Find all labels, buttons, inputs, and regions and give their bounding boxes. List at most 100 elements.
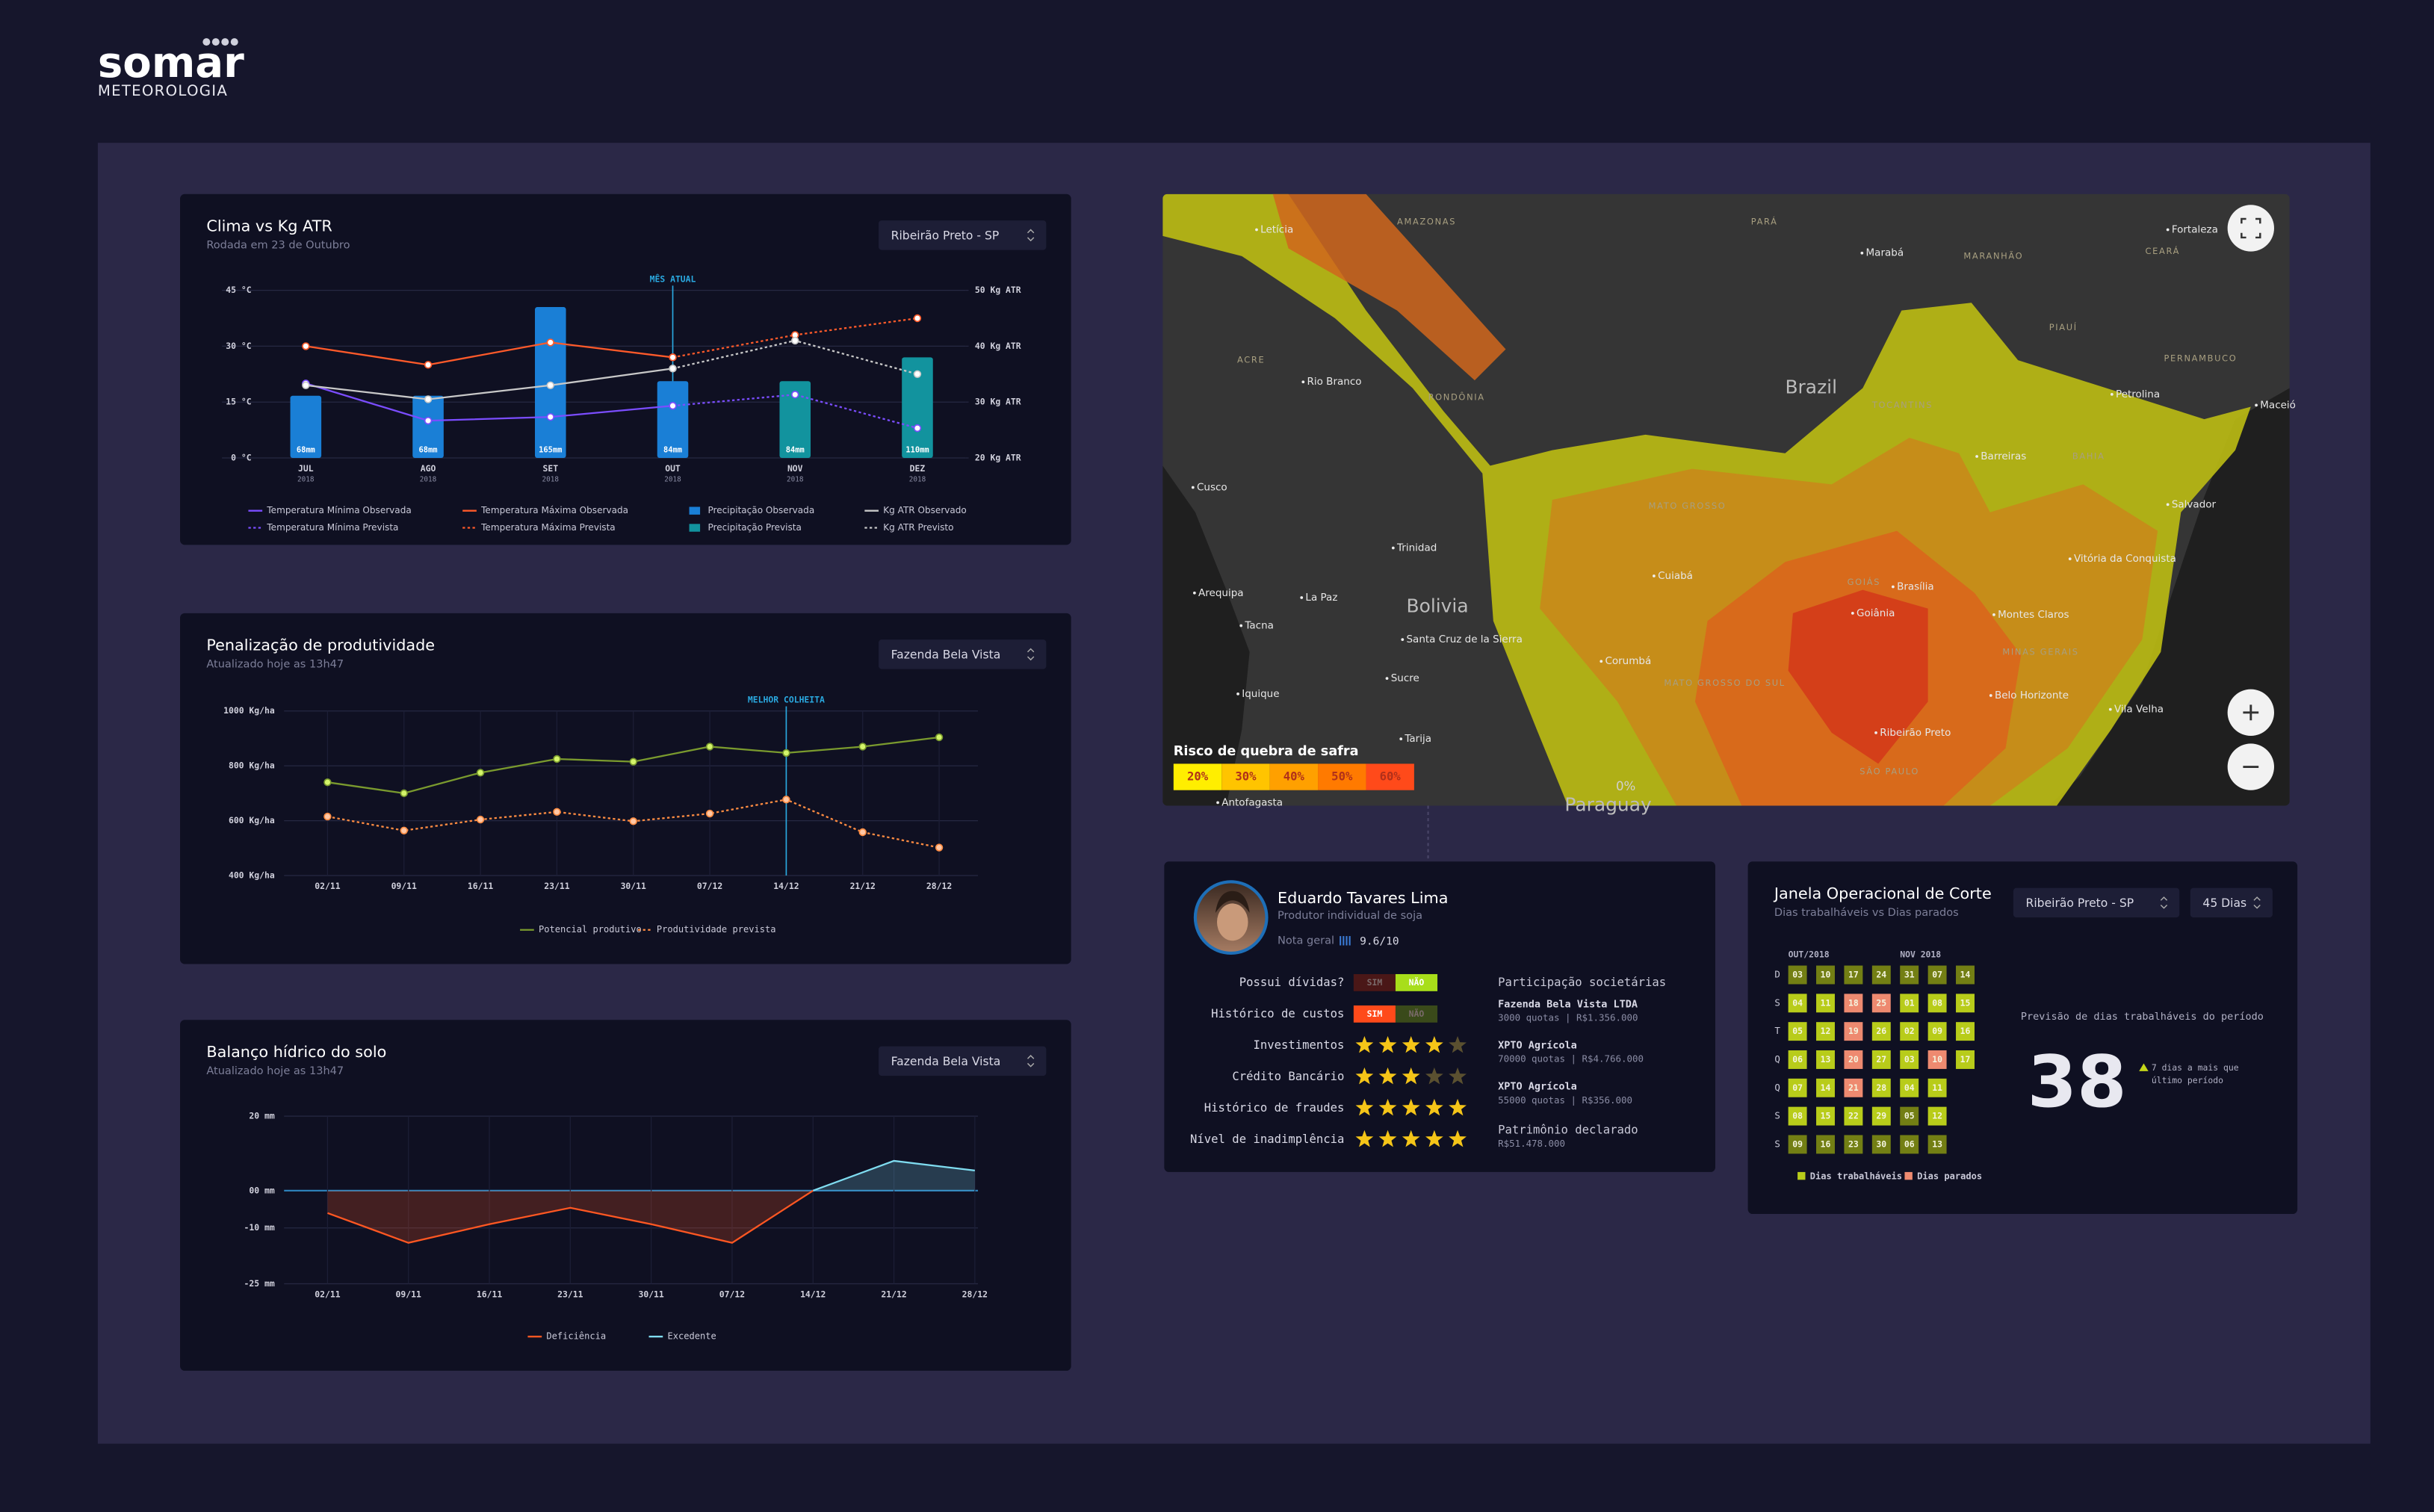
participation-detail: 55000 quotas | R$356.000 bbox=[1498, 1094, 1632, 1106]
map-label: Fortaleza bbox=[2172, 224, 2218, 236]
day-cell bbox=[1900, 1135, 1919, 1154]
x-tick-label: 02/11 bbox=[315, 1289, 340, 1300]
toggle-label: NÃO bbox=[1409, 1008, 1425, 1019]
day-cell bbox=[1871, 965, 1891, 985]
map-legend-label: 60% bbox=[1380, 770, 1402, 784]
x-tick-label: 28/12 bbox=[926, 881, 952, 891]
map-label: MATO GROSSO DO SUL bbox=[1664, 678, 1785, 688]
toggle-option[interactable] bbox=[1353, 973, 1396, 991]
y-tick-label: -25 mm bbox=[244, 1278, 275, 1289]
profile-item-label: Histórico de fraudes bbox=[1204, 1101, 1345, 1115]
risk-zone bbox=[1788, 589, 1928, 764]
card bbox=[180, 193, 1071, 545]
city-dot bbox=[2068, 557, 2072, 560]
day-cell bbox=[1871, 1135, 1891, 1154]
map-legend-label: 20% bbox=[1187, 770, 1209, 784]
map-label: Bolivia bbox=[1406, 595, 1468, 617]
day-label: 21 bbox=[1848, 1082, 1859, 1093]
x-tick-label: 21/12 bbox=[881, 1289, 906, 1300]
map-label: Petrolina bbox=[2116, 388, 2160, 400]
city-dot bbox=[2166, 503, 2170, 506]
select[interactable] bbox=[879, 220, 1047, 250]
day-cell bbox=[1816, 1022, 1835, 1041]
map-legend-label: 40% bbox=[1283, 770, 1305, 784]
select[interactable] bbox=[2190, 887, 2273, 918]
toggle-option[interactable] bbox=[1395, 973, 1438, 991]
legend-label: Deficiência bbox=[546, 1331, 606, 1342]
fullscreen-button[interactable] bbox=[2227, 205, 2274, 252]
day-cell bbox=[1844, 1022, 1863, 1041]
map-label: Belo Horizonte bbox=[1995, 690, 2069, 701]
toggle-option[interactable] bbox=[1353, 1005, 1396, 1023]
day-label: 03 bbox=[1904, 1054, 1915, 1065]
day-label: 31 bbox=[1904, 970, 1915, 980]
city-dot bbox=[1385, 677, 1389, 680]
logo-dot bbox=[230, 38, 238, 46]
point bbox=[323, 778, 332, 787]
legend-label: Temperatura Máxima Prevista bbox=[480, 522, 616, 533]
bar-label: 68mm bbox=[419, 446, 438, 455]
x-tick-sublabel: 2018 bbox=[420, 476, 437, 484]
x-tick-label: 21/12 bbox=[850, 881, 876, 891]
legend-swatch bbox=[689, 524, 701, 532]
weekday-label: T bbox=[1774, 1025, 1780, 1036]
map-label: Santa Cruz de la Sierra bbox=[1406, 633, 1522, 645]
bar bbox=[290, 395, 322, 459]
x-tick-label: SET bbox=[542, 463, 558, 474]
annotation: MÊS ATUAL bbox=[650, 273, 696, 285]
city-dot bbox=[1992, 613, 1995, 616]
point bbox=[546, 338, 554, 347]
city-dot bbox=[1851, 611, 1854, 615]
select[interactable] bbox=[879, 639, 1047, 669]
star bbox=[1425, 1098, 1443, 1116]
weekday-label: D bbox=[1774, 969, 1780, 980]
card-subtitle: Atualizado hoje as 13h47 bbox=[206, 658, 344, 670]
avatar-face bbox=[1217, 903, 1248, 941]
day-label: 15 bbox=[1960, 997, 1971, 1008]
weekday-label: S bbox=[1774, 1138, 1780, 1149]
x-tick-label: NOV bbox=[787, 463, 803, 474]
day-label: 07 bbox=[1932, 970, 1942, 980]
star bbox=[1355, 1098, 1374, 1116]
map-label: PARÁ bbox=[1751, 216, 1778, 227]
star bbox=[1355, 1130, 1374, 1147]
card-title: Penalização de produtividade bbox=[206, 636, 435, 654]
select[interactable] bbox=[879, 1046, 1047, 1076]
bar-label: 84mm bbox=[663, 446, 682, 455]
select-text: Fazenda Bela Vista bbox=[891, 1055, 1001, 1068]
city-dot bbox=[1892, 585, 1895, 589]
profile-name: Eduardo Tavares Lima bbox=[1278, 889, 1448, 907]
day-label: 16 bbox=[1821, 1138, 1831, 1149]
bar-label: 165mm bbox=[539, 446, 562, 455]
map-label: Salvador bbox=[2172, 498, 2217, 510]
day-cell bbox=[1788, 994, 1807, 1013]
logo-dot bbox=[211, 38, 220, 46]
toggle-option[interactable] bbox=[1395, 1005, 1438, 1023]
y-tick-label: 400 Kg/ha bbox=[229, 870, 275, 881]
star bbox=[1449, 1067, 1467, 1085]
map-label: Iquique bbox=[1242, 688, 1279, 700]
day-label: 13 bbox=[1821, 1054, 1831, 1065]
city-dot bbox=[1401, 638, 1405, 642]
card-title: Clima vs Kg ATR bbox=[206, 217, 332, 235]
day-cell bbox=[1816, 1106, 1835, 1126]
weekday-label: S bbox=[1774, 997, 1780, 1008]
day-cell bbox=[1956, 965, 1975, 985]
bar-label: 110mm bbox=[905, 446, 929, 455]
y-tick-label: 15 °C bbox=[226, 397, 251, 407]
day-cell bbox=[1871, 1022, 1891, 1041]
day-cell bbox=[1788, 965, 1807, 985]
day-cell bbox=[1927, 994, 1947, 1013]
x-tick-label: 14/12 bbox=[773, 881, 799, 891]
map bbox=[1162, 193, 2290, 806]
star bbox=[1449, 1035, 1467, 1053]
day-label: 15 bbox=[1821, 1111, 1831, 1121]
participation-name: Fazenda Bela Vista LTDA bbox=[1498, 998, 1638, 1010]
map-label: Barreiras bbox=[1981, 450, 2026, 462]
select[interactable] bbox=[2013, 887, 2180, 918]
map-ocean bbox=[1162, 465, 1250, 806]
day-label: 13 bbox=[1932, 1138, 1942, 1149]
y-tick-label: 600 Kg/ha bbox=[229, 815, 275, 825]
star bbox=[1402, 1130, 1420, 1147]
y2-tick-label: 40 Kg ATR bbox=[975, 341, 1021, 351]
